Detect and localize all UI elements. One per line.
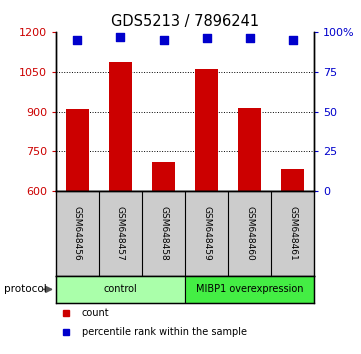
Text: GSM648456: GSM648456 [73,206,82,261]
Bar [109,62,132,191]
Point [118,34,123,40]
Text: GSM648460: GSM648460 [245,206,254,261]
Text: GSM648457: GSM648457 [116,206,125,261]
Bar [195,69,218,191]
Text: GSM648459: GSM648459 [202,206,211,261]
Bar [281,169,304,191]
Text: protocol: protocol [4,284,46,295]
Bar [238,108,261,191]
Point [204,35,209,41]
Text: control: control [104,284,137,295]
Point [290,37,295,43]
Point [161,37,166,43]
Bar [66,109,89,191]
Bar [152,162,175,191]
Text: GSM648461: GSM648461 [288,206,297,261]
Bar [56,276,185,303]
Text: GSM648458: GSM648458 [159,206,168,261]
Point [75,37,81,43]
Text: percentile rank within the sample: percentile rank within the sample [82,327,247,337]
Title: GDS5213 / 7896241: GDS5213 / 7896241 [111,14,259,29]
Text: count: count [82,308,109,318]
Bar [185,276,314,303]
Point [247,35,252,41]
Text: MIBP1 overexpression: MIBP1 overexpression [196,284,303,295]
